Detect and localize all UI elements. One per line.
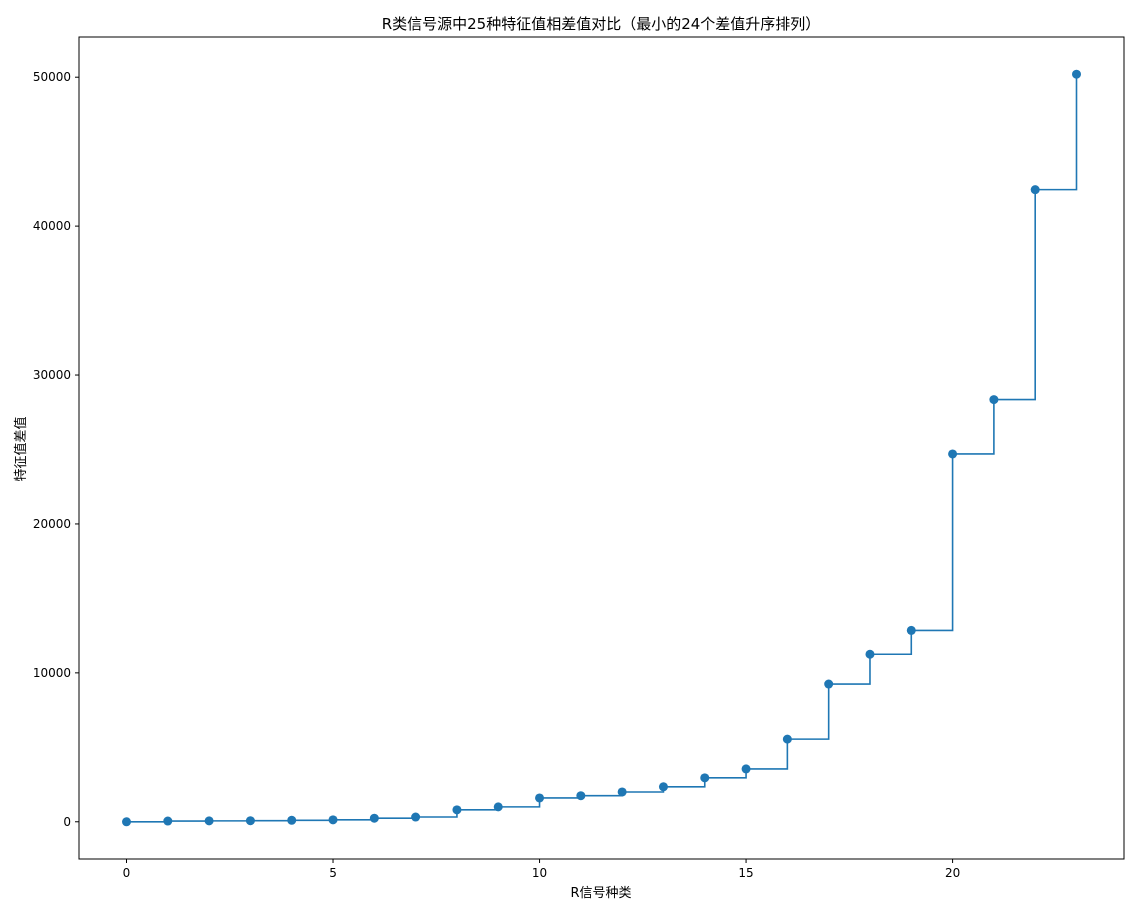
x-tick-label: 5 [329, 866, 337, 880]
data-point [617, 787, 627, 797]
data-point [700, 773, 710, 783]
data-point [204, 816, 214, 826]
x-tick-label: 10 [532, 866, 547, 880]
y-tick-label: 50000 [33, 70, 71, 84]
data-point [989, 395, 999, 405]
axes-frame [78, 36, 1125, 860]
data-point [369, 813, 379, 823]
data-point [658, 782, 668, 792]
y-tick-label: 0 [63, 815, 71, 829]
x-tick-label: 15 [738, 866, 753, 880]
series-step-line [126, 74, 1078, 823]
data-point [782, 734, 792, 744]
data-point [535, 793, 545, 803]
y-tick-label: 30000 [33, 368, 71, 382]
y-tick-label: 40000 [33, 219, 71, 233]
y-axis-label: 特征值差值 [13, 416, 29, 481]
data-point [163, 816, 173, 826]
data-point [741, 764, 751, 774]
chart-title: R类信号源中25种特征值相差值对比（最小的24个差值升序排列） [382, 15, 821, 33]
data-point [1030, 185, 1040, 195]
data-point [328, 815, 338, 825]
x-tick-label: 20 [945, 866, 960, 880]
y-tick-label: 10000 [33, 666, 71, 680]
data-point [948, 449, 958, 459]
data-point [452, 805, 462, 815]
data-point [287, 815, 297, 825]
data-point [865, 649, 875, 659]
x-tick-label: 0 [123, 866, 131, 880]
data-point [411, 812, 421, 822]
data-point [576, 791, 586, 801]
y-tick-label: 20000 [33, 517, 71, 531]
data-point [1072, 69, 1081, 79]
data-point [245, 816, 255, 826]
data-point [906, 625, 916, 635]
y-axis-ticks: 0 10000 20000 30000 40000 50000 [33, 70, 79, 829]
data-point [493, 802, 503, 812]
plot-area [78, 36, 1125, 860]
data-point [824, 679, 834, 689]
x-axis-label: R信号种类 [570, 886, 631, 901]
x-axis-ticks: 0 5 10 15 20 [123, 859, 960, 880]
data-point [122, 817, 131, 827]
